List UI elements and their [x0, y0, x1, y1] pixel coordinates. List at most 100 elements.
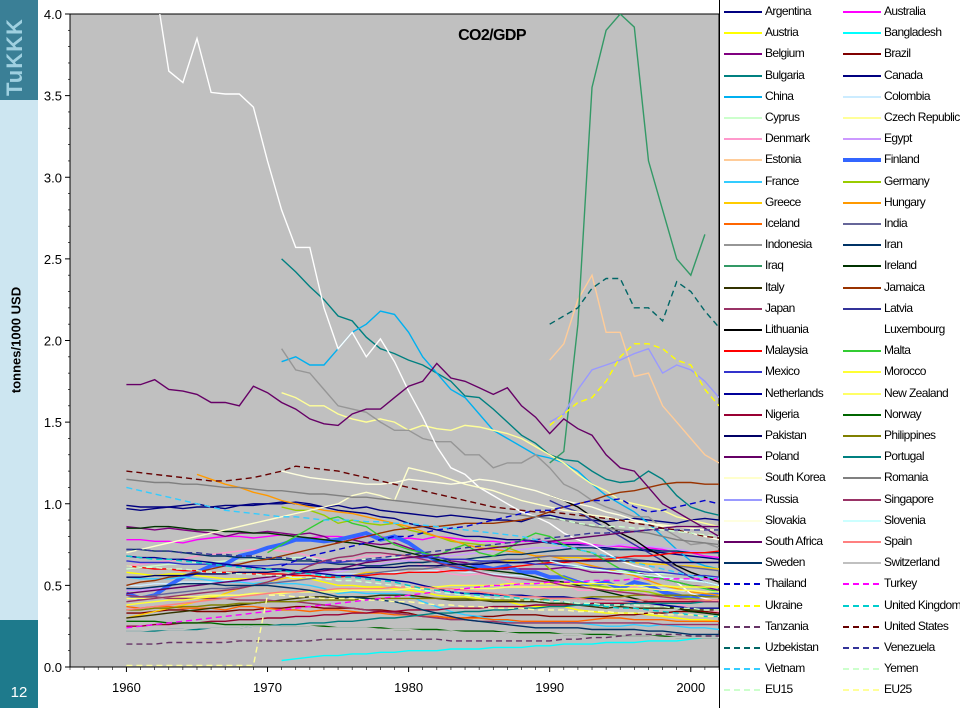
- legend-swatch: [724, 32, 762, 35]
- series-line-bulgaria: [281, 258, 719, 516]
- legend-swatch: [724, 456, 762, 459]
- legend-swatch: [724, 498, 762, 501]
- series-line-slovenia: [549, 560, 719, 587]
- series-line-spain: [126, 586, 719, 611]
- legend-swatch: [843, 201, 881, 204]
- legend-swatch: [843, 138, 881, 141]
- legend-swatch: [843, 604, 881, 607]
- x-tick-label: 1990: [535, 680, 564, 695]
- legend-label: Turkey: [884, 576, 917, 591]
- legend-label: China: [765, 88, 794, 103]
- legend-swatch: [843, 265, 881, 268]
- sidebar-logo-panel: TuKKK: [0, 0, 38, 100]
- legend-swatch: [724, 265, 762, 268]
- legend-swatch: [724, 435, 762, 437]
- legend-swatch: [724, 223, 762, 225]
- legend-swatch: [724, 74, 762, 77]
- legend-label: Morocco: [884, 364, 926, 379]
- legend-swatch: [843, 689, 881, 692]
- legend-swatch: [843, 180, 881, 183]
- legend-swatch: [724, 541, 762, 543]
- legend-swatch: [843, 74, 881, 77]
- legend-label: Slovakia: [765, 512, 806, 527]
- series-line-united-states: [126, 465, 719, 539]
- legend-swatch: [724, 625, 762, 628]
- legend-label: Bangladesh: [884, 25, 942, 40]
- legend-label: Romania: [884, 470, 928, 485]
- legend-label: Iraq: [765, 258, 784, 273]
- y-tick-label: 1.5: [44, 415, 62, 430]
- legend-label: Italy: [765, 279, 785, 294]
- legend-label: Nigeria: [765, 406, 799, 421]
- legend-swatch: [724, 689, 762, 692]
- slide-sidebar: TuKKK 12: [0, 0, 38, 708]
- series-line-yemen: [549, 516, 719, 538]
- legend-label: Philippines: [884, 428, 936, 442]
- legend-label: Spain: [884, 534, 912, 548]
- legend-label: Latvia: [884, 300, 913, 315]
- y-tick-label: 1.0: [44, 497, 62, 512]
- legend-label: Pakistan: [765, 428, 807, 442]
- legend-label: Iran: [884, 237, 903, 252]
- legend-swatch: [724, 329, 762, 331]
- legend-label: Switzerland: [884, 555, 940, 570]
- series-group: [125, 14, 719, 667]
- series-line-ukraine: [549, 343, 719, 426]
- legend-swatch: [843, 286, 881, 289]
- legend-label: Australia: [884, 4, 926, 18]
- series-line-romania: [126, 478, 719, 546]
- legend-label: South Africa: [765, 534, 823, 548]
- legend-swatch: [724, 201, 762, 204]
- x-tick-label: 1970: [253, 680, 282, 695]
- legend-swatch: [843, 11, 881, 13]
- series-line-russia: [549, 347, 719, 423]
- legend-label: United States: [884, 618, 949, 633]
- legend-label: Finland: [884, 152, 920, 167]
- y-tick-label: 0.5: [44, 578, 62, 593]
- legend-label: New Zealand: [884, 385, 949, 400]
- series-line-iraq: [549, 14, 706, 464]
- legend-swatch: [724, 286, 762, 289]
- y-tick-label: 2.0: [44, 334, 62, 349]
- legend-swatch: [843, 158, 881, 163]
- series-line-lithuania: [549, 494, 719, 583]
- y-tick-label: 4.0: [44, 7, 62, 22]
- legend-label: Netherlands: [765, 385, 824, 400]
- legend-swatch: [724, 647, 762, 649]
- legend-label: Tanzania: [765, 618, 809, 633]
- legend-label: EU25: [884, 682, 912, 697]
- legend-label: Japan: [765, 300, 795, 315]
- legend-swatch: [843, 477, 881, 480]
- legend-label: Slovenia: [884, 512, 926, 527]
- legend-label: South Korea: [765, 470, 826, 485]
- series-line-eu25: [126, 594, 719, 667]
- legend-swatch: [843, 392, 881, 395]
- y-tick-label: 3.0: [44, 170, 62, 185]
- legend-label: Venezuela: [884, 640, 935, 654]
- legend-label: Jamaica: [884, 279, 925, 294]
- legend-swatch: [843, 223, 881, 225]
- legend-label: Estonia: [765, 152, 801, 167]
- sidebar-footer: [0, 620, 38, 708]
- legend-swatch: [724, 244, 762, 247]
- legend-swatch: [724, 307, 762, 310]
- legend-label: Hungary: [884, 194, 926, 209]
- legend-swatch: [724, 159, 762, 162]
- legend-swatch: [724, 392, 762, 395]
- series-line-bangladesh: [281, 636, 719, 662]
- legend-label: India: [884, 216, 908, 230]
- legend-label: Yemen: [884, 661, 919, 676]
- legend-swatch: [843, 498, 881, 501]
- legend-swatch: [724, 477, 762, 480]
- legend-label: Ireland: [884, 258, 917, 273]
- legend-swatch: [724, 11, 762, 13]
- legend-swatch: [724, 519, 762, 522]
- legend-swatch: [843, 435, 881, 437]
- legend-swatch: [724, 562, 762, 565]
- legend-swatch: [843, 244, 881, 247]
- series-line-italy: [126, 594, 719, 619]
- slide-number: 12: [10, 684, 28, 701]
- series-line-malaysia: [126, 550, 719, 578]
- legend-label: Canada: [884, 67, 923, 82]
- legend-swatch: [724, 413, 762, 416]
